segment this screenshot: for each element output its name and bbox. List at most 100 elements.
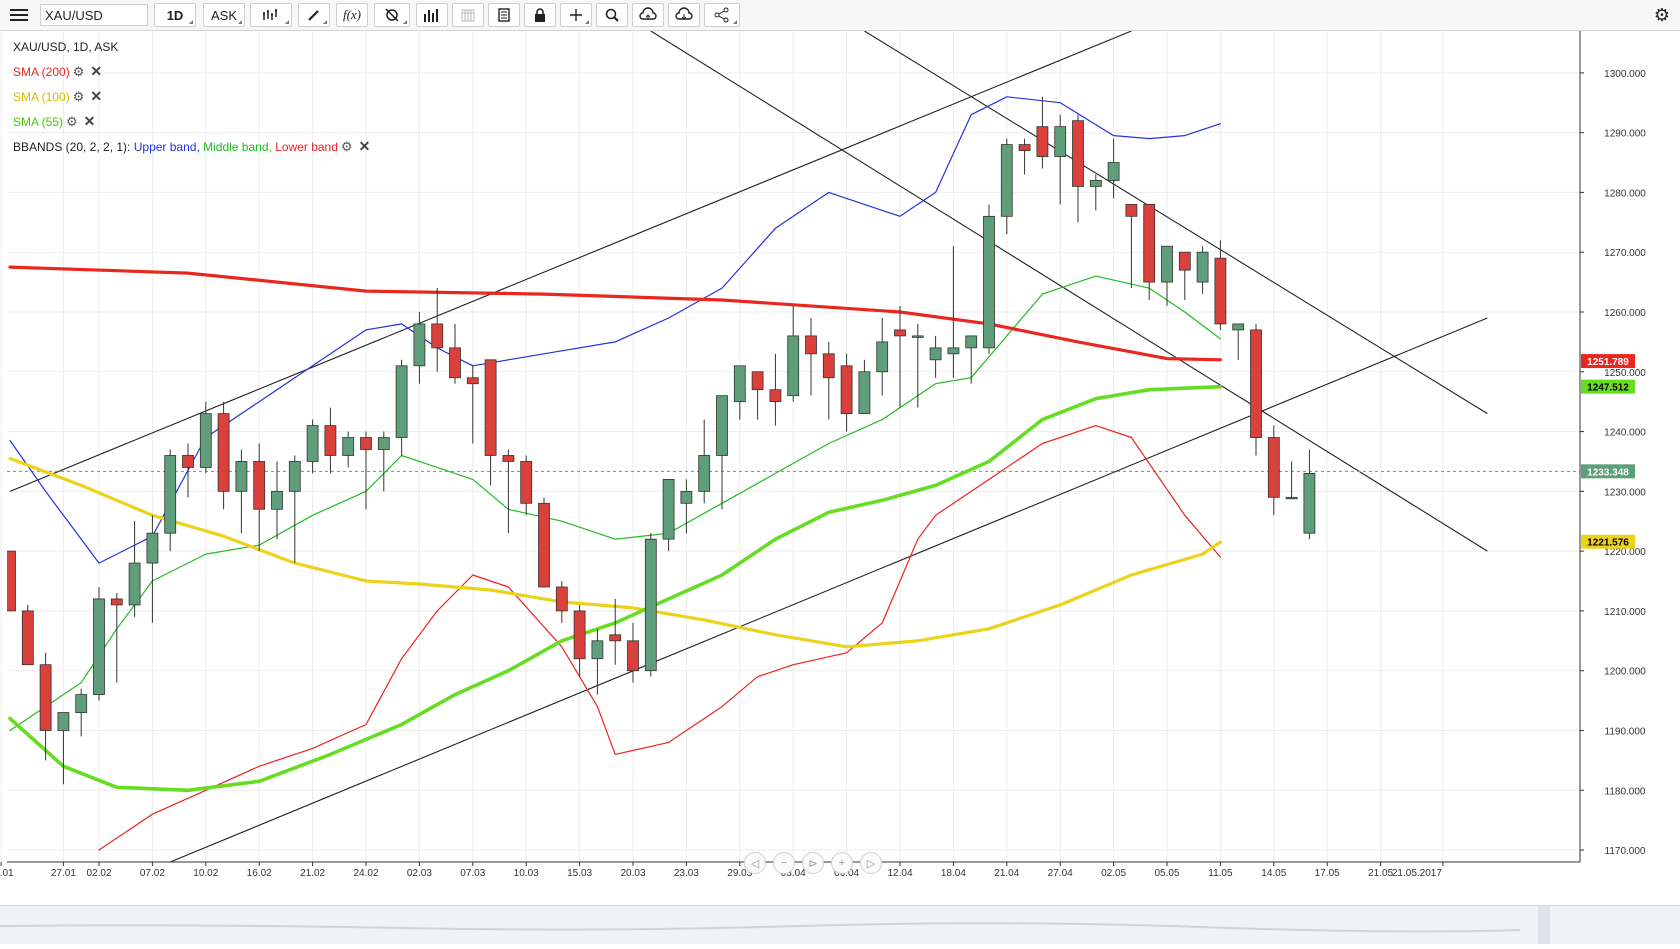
candle-body	[449, 347, 461, 379]
reset-zoom-icon[interactable]: ⊳	[802, 852, 824, 874]
zoom-in-icon[interactable]: +	[831, 852, 853, 874]
symbol-input[interactable]	[40, 4, 148, 26]
price-tick-label: 1230.000	[1604, 487, 1646, 498]
candle-body	[360, 437, 372, 450]
candle-body	[644, 538, 657, 672]
candle	[680, 479, 693, 534]
volume-bars-icon[interactable]	[416, 3, 448, 27]
candle-body	[1072, 120, 1084, 187]
share-icon[interactable]	[704, 3, 740, 27]
chart-type-icon[interactable]	[250, 3, 292, 27]
candle	[733, 365, 746, 420]
close-icon[interactable]: ✕	[358, 138, 371, 154]
sma100-line	[8, 456, 1223, 649]
time-tick-label: 20.03	[620, 868, 645, 879]
time-tick-label: 21.05.2017	[1392, 868, 1442, 879]
upload-cloud-icon[interactable]	[632, 3, 664, 27]
candle-body	[1089, 180, 1102, 187]
sma55-line	[8, 384, 1223, 793]
candle-body	[840, 365, 853, 415]
candle-body	[1054, 126, 1067, 157]
timeframe-select[interactable]: 1D	[154, 3, 196, 27]
time-tick-label: 10.02	[193, 868, 218, 879]
price-tick-label: 1200.000	[1604, 667, 1646, 678]
candle	[1000, 138, 1013, 235]
crosshair-icon[interactable]	[560, 3, 592, 27]
legend-sma55-label[interactable]: SMA (55)	[13, 115, 64, 129]
scroll-right-icon[interactable]: ▷	[860, 852, 882, 874]
overview-scroller[interactable]	[0, 905, 1680, 944]
drawing-tools-icon[interactable]	[374, 3, 410, 27]
legend-sma55: SMA (55) ⚙ ✕	[13, 113, 95, 130]
candle	[217, 401, 230, 510]
gear-icon[interactable]: ⚙	[72, 89, 85, 104]
time-tick-label: 29.03	[727, 868, 752, 879]
candle-body	[342, 437, 355, 456]
candle-body	[680, 490, 693, 504]
candle-body	[1161, 245, 1173, 283]
price-label: 1251.789	[1587, 357, 1629, 368]
candle-body	[288, 461, 301, 492]
candle-body	[947, 347, 960, 355]
time-tick-label: 21.04	[994, 868, 1019, 879]
candle	[983, 204, 995, 354]
candle	[573, 604, 586, 677]
price-type-select[interactable]: ASK	[203, 3, 245, 27]
news-icon[interactable]	[488, 3, 520, 27]
candle-body	[253, 461, 266, 510]
candle	[377, 431, 390, 492]
candle-body	[751, 371, 764, 391]
fx-indicators-icon[interactable]: f(x)	[336, 3, 368, 27]
gear-icon[interactable]: ⚙	[72, 64, 85, 79]
price-label-bg	[1581, 464, 1635, 479]
legend-sma200-label[interactable]: SMA (200)	[13, 65, 70, 79]
reset-zoom-glyph: ⊳	[808, 857, 818, 870]
candle	[1018, 138, 1031, 175]
candle	[7, 550, 16, 612]
gear-icon[interactable]: ⚙	[1653, 4, 1671, 25]
candle	[644, 533, 657, 677]
scroll-left-icon[interactable]: ◁	[744, 852, 766, 874]
hamburger-menu-icon[interactable]	[4, 3, 34, 27]
calendar-icon[interactable]	[452, 3, 484, 27]
legend-sma100-label[interactable]: SMA (100)	[13, 90, 70, 104]
candle-body	[1036, 126, 1049, 157]
candle-body	[894, 329, 906, 337]
close-icon[interactable]: ✕	[90, 63, 103, 79]
close-icon[interactable]: ✕	[90, 88, 103, 104]
candle	[39, 652, 52, 761]
price-chart[interactable]: 1300.000 1290.000 1280.000 1270.000 1260.000…	[0, 31, 1680, 905]
candle	[1232, 323, 1245, 360]
legend-title-text: XAU/USD, 1D, ASK	[13, 40, 119, 54]
time-tick-label: 27.04	[1048, 868, 1073, 879]
candle-body	[431, 323, 444, 349]
candle	[1125, 203, 1138, 289]
zoom-out-icon[interactable]: −	[773, 852, 795, 874]
close-icon[interactable]: ✕	[83, 113, 96, 129]
price-label-bg	[1581, 534, 1635, 549]
candle	[395, 359, 408, 456]
gear-icon[interactable]: ⚙	[340, 139, 353, 154]
price-type-label: ASK	[210, 7, 237, 23]
trendline	[9, 31, 1132, 492]
candle-body	[377, 437, 390, 450]
legend-sma100: SMA (100) ⚙ ✕	[13, 88, 102, 105]
lock-icon[interactable]	[524, 3, 556, 27]
time-tick-label: 10.03	[514, 868, 539, 879]
price-tick-label: 1260.000	[1604, 308, 1646, 319]
draw-pen-icon[interactable]	[298, 3, 330, 27]
candle-body	[733, 365, 746, 403]
legend-bbands-label[interactable]: BBANDS (20, 2, 2, 1):	[13, 140, 131, 154]
time-tick-label: 16.02	[247, 868, 272, 879]
candle	[253, 443, 266, 552]
time-tick-label: 07.03	[460, 868, 485, 879]
candle	[1089, 174, 1102, 211]
candle-body	[1250, 329, 1262, 438]
candle	[324, 407, 337, 474]
candle	[431, 288, 444, 372]
zoom-icon[interactable]	[596, 3, 628, 27]
download-cloud-icon[interactable]	[668, 3, 700, 27]
candle	[751, 371, 764, 420]
candle-body	[271, 490, 283, 510]
gear-icon[interactable]: ⚙	[66, 114, 78, 129]
